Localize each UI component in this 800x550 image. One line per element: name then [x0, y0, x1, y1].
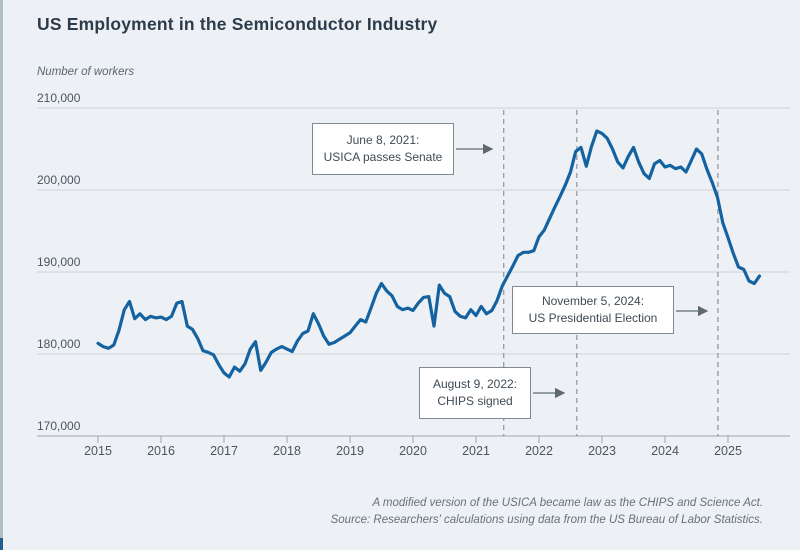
annotation-chips-date: August 9, 2022:	[432, 376, 518, 391]
x-tick-label: 2021	[462, 444, 490, 458]
x-tick-label: 2017	[210, 444, 238, 458]
left-edge-strip	[0, 0, 3, 550]
y-tick-label: 190,000	[37, 255, 81, 269]
chart-title: US Employment in the Semiconductor Indus…	[37, 14, 438, 34]
x-tick-label: 2016	[147, 444, 175, 458]
annotation-election: November 5, 2024: US Presidential Electi…	[512, 286, 674, 334]
corner-accent-bar	[0, 538, 3, 550]
annotation-election-date: November 5, 2024:	[541, 293, 645, 308]
y-tick-label: 180,000	[37, 337, 81, 351]
x-tick-label: 2023	[588, 444, 616, 458]
x-tick-label: 2022	[525, 444, 553, 458]
x-tick-label: 2024	[651, 444, 679, 458]
x-tick-label: 2015	[84, 444, 112, 458]
employment-line	[96, 129, 762, 379]
annotation-chips-text: CHIPS signed	[437, 394, 513, 408]
y-tick-label: 200,000	[37, 173, 81, 187]
x-tick-label: 2018	[273, 444, 301, 458]
y-tick-label: 210,000	[37, 91, 81, 105]
x-tick-label: 2020	[399, 444, 427, 458]
annotation-election-text: US Presidential Election	[528, 311, 658, 325]
annotation-usica-text: USICA passes Senate	[323, 150, 443, 164]
source-note-line2: Source: Researchers' calculations using …	[330, 513, 763, 526]
source-note: A modified version of the USICA became l…	[43, 495, 763, 528]
x-tick-label: 2025	[714, 444, 742, 458]
y-axis-unit-label: Number of workers	[37, 66, 135, 78]
x-tick-label: 2019	[336, 444, 364, 458]
source-note-line1: A modified version of the USICA became l…	[372, 497, 763, 509]
annotation-usica-senate: June 8, 2021: USICA passes Senate	[312, 123, 454, 175]
annotation-chips-signed: August 9, 2022: CHIPS signed	[419, 367, 531, 419]
y-tick-label: 170,000	[37, 419, 81, 433]
annotation-usica-date: June 8, 2021:	[346, 132, 420, 147]
